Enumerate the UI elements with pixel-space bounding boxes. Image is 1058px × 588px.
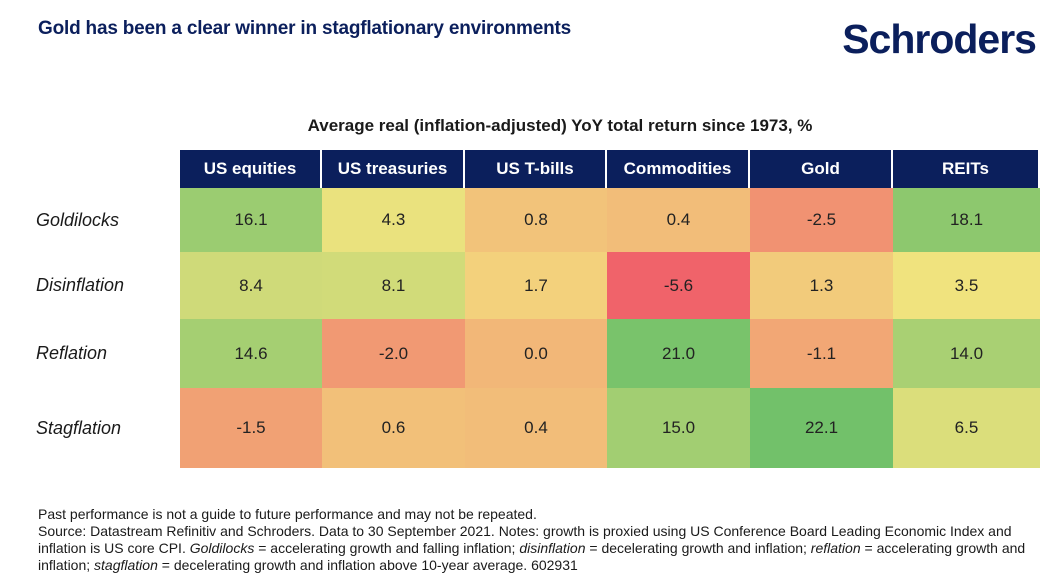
disclaimer-text: Past performance is not a guide to futur… [38, 506, 537, 522]
heatmap-cell: 21.0 [607, 319, 750, 388]
heatmap-cell: -1.1 [750, 319, 893, 388]
heatmap-cell: 14.0 [893, 319, 1040, 388]
heatmap-cell: 4.3 [322, 188, 465, 252]
heatmap-cell: 1.7 [465, 252, 607, 319]
source-notes: Source: Datastream Refinitiv and Schrode… [38, 523, 1026, 573]
heatmap-cell: 3.5 [893, 252, 1040, 319]
row-label: Stagflation [36, 417, 122, 438]
heatmap-cell: 0.8 [465, 188, 607, 252]
row-labels: Goldilocks Disinflation Reflation Stagflati… [36, 188, 176, 468]
heatmap-cell: 8.4 [180, 252, 322, 319]
heatmap-cell: -5.6 [607, 252, 750, 319]
column-header: Commodities [607, 150, 750, 188]
heatmap-cell: -2.0 [322, 319, 465, 388]
row-label: Goldilocks [36, 209, 120, 230]
page-headline: Gold has been a clear winner in stagflat… [38, 18, 572, 39]
column-header: REITs [893, 150, 1040, 188]
row-label: Disinflation [36, 275, 125, 295]
heatmap-cell: 6.5 [893, 388, 1040, 468]
heatmap-cell: 15.0 [607, 388, 750, 468]
column-header: US treasuries [322, 150, 465, 188]
column-header: US equities [180, 150, 322, 188]
heatmap-cell: 0.0 [465, 319, 607, 388]
column-header: US T-bills [465, 150, 607, 188]
row-label: Reflation [36, 343, 108, 363]
heatmap-cell: -1.5 [180, 388, 322, 468]
heatmap-cell: 16.1 [180, 188, 322, 252]
heatmap-cell: 18.1 [893, 188, 1040, 252]
heatmap-cell: 0.4 [607, 188, 750, 252]
column-header: Gold [750, 150, 893, 188]
heatmap-cell: 8.1 [322, 252, 465, 319]
schroders-logo: Schroders [842, 16, 1037, 62]
heatmap-cell: 0.6 [322, 388, 465, 468]
heatmap-cell: 14.6 [180, 319, 322, 388]
heatmap-cell: 0.4 [465, 388, 607, 468]
chart-title: Average real (inflation-adjusted) YoY to… [307, 116, 813, 135]
heatmap-cell: 22.1 [750, 388, 893, 468]
footer-notes: Past performance is not a guide to futur… [38, 506, 1038, 574]
heatmap-cell: 1.3 [750, 252, 893, 319]
heatmap-cell: -2.5 [750, 188, 893, 252]
heatmap-table: US equities US treasuries US T-bills Commod… [180, 150, 1040, 468]
